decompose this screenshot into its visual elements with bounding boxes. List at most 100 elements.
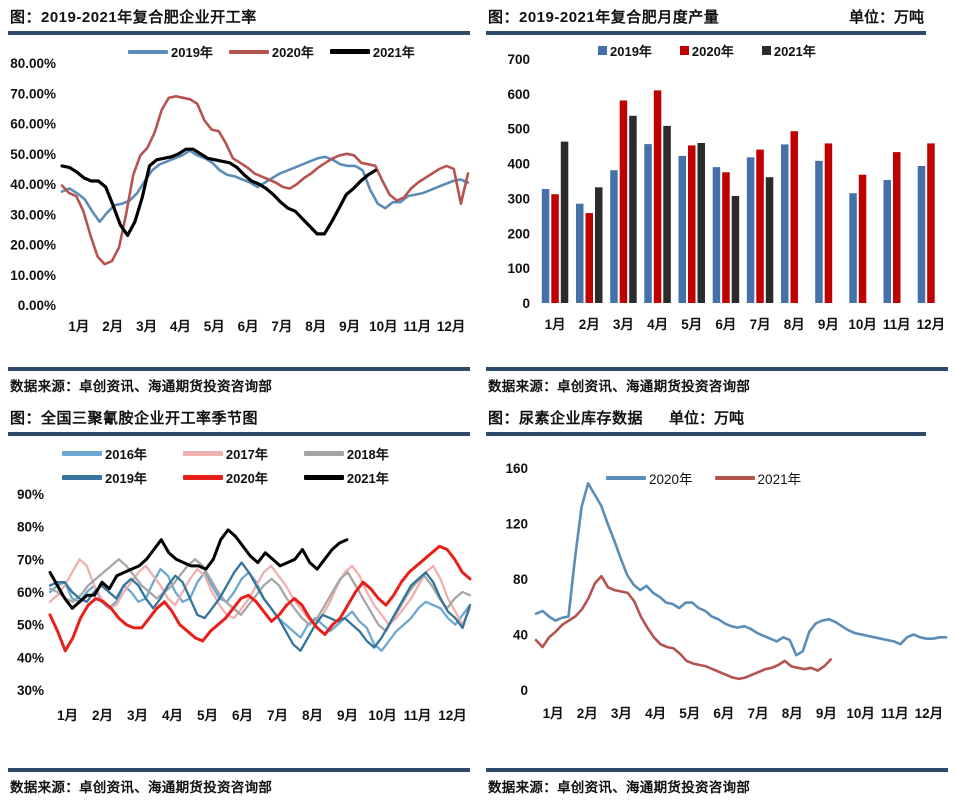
legend-swatch-2021	[329, 49, 370, 54]
chart-legend: 2019年 2020年 2021年	[128, 42, 415, 61]
source-rule	[486, 367, 948, 371]
panel-header: 图：2019-2021年复合肥企业开工率	[0, 0, 478, 27]
svg-text:3月: 3月	[127, 708, 148, 723]
legend-item-2018: 2018年	[303, 444, 389, 463]
legend-swatch-2021	[761, 46, 771, 55]
svg-text:50.00%: 50.00%	[10, 147, 56, 162]
plot-area: 2019年 2020年 2021年 0 100 200 300 400 500 600 700…	[478, 37, 956, 357]
svg-text:1月: 1月	[545, 317, 566, 332]
svg-text:4月: 4月	[647, 317, 668, 332]
legend-item-2020: 2020年	[182, 468, 268, 487]
legend-label-2020: 2020年	[271, 45, 314, 60]
svg-text:40: 40	[513, 628, 528, 643]
svg-text:200: 200	[507, 226, 530, 241]
legend-swatch-2016	[62, 451, 102, 456]
svg-text:60.00%: 60.00%	[10, 117, 56, 132]
panel-unit: 单位：万吨	[848, 9, 924, 26]
source-text: 数据来源：卓创资讯、海通期货投资咨询部	[10, 780, 273, 795]
svg-text:9月: 9月	[816, 706, 837, 721]
chart-legend-row2: 2019年 2020年 2021年	[62, 468, 389, 487]
panel-urea-enterprise-inventory: 图：尿素企业库存数据 单位：万吨 2020年 2021年 0 40 80 120 160…	[478, 401, 956, 802]
svg-text:4月: 4月	[170, 319, 191, 334]
svg-text:12月: 12月	[917, 317, 946, 332]
svg-text:2月: 2月	[579, 317, 600, 332]
legend-swatch-2019	[128, 49, 168, 54]
svg-text:120: 120	[505, 517, 528, 532]
svg-text:3月: 3月	[613, 317, 634, 332]
svg-text:4月: 4月	[645, 706, 666, 721]
legend-label-2020: 2020年	[691, 44, 734, 59]
legend-item-2021: 2021年	[761, 41, 816, 60]
svg-text:50%: 50%	[17, 618, 44, 633]
source-rule	[486, 768, 948, 772]
legend-swatch-2020	[182, 475, 223, 480]
svg-text:11月: 11月	[404, 708, 432, 723]
legend-label-2019: 2019年	[610, 44, 652, 59]
legend-label-2017: 2017年	[225, 447, 268, 462]
svg-text:6月: 6月	[232, 708, 253, 723]
svg-text:5月: 5月	[681, 317, 702, 332]
svg-text:6月: 6月	[238, 319, 259, 334]
legend-label-2021: 2021年	[773, 44, 816, 59]
panel-source: 数据来源：卓创资讯、海通期货投资咨询部	[478, 768, 956, 796]
legend-item-2019: 2019年	[128, 42, 213, 61]
panel-header: 图：全国三聚氰胺企业开工率季节图	[0, 401, 478, 428]
svg-text:70.00%: 70.00%	[10, 86, 56, 101]
svg-text:60%: 60%	[17, 585, 44, 600]
svg-text:10月: 10月	[369, 319, 398, 334]
legend-label-2018: 2018年	[346, 447, 389, 462]
svg-text:500: 500	[507, 122, 530, 137]
legend-item-2020: 2020年	[606, 468, 693, 488]
svg-text:2月: 2月	[102, 319, 123, 334]
legend-swatch-2020	[228, 49, 269, 54]
svg-text:90%: 90%	[17, 487, 44, 502]
legend-item-2021: 2021年	[714, 468, 801, 488]
svg-text:300: 300	[507, 191, 530, 206]
svg-text:9月: 9月	[337, 708, 358, 723]
svg-text:5月: 5月	[197, 708, 218, 723]
svg-text:1月: 1月	[543, 706, 564, 721]
svg-text:20.00%: 20.00%	[10, 238, 56, 253]
chart-legend-row1: 2016年 2017年 2018年	[62, 444, 389, 463]
svg-text:160: 160	[505, 461, 528, 476]
bar-chart-monthly-output: 0 100 200 300 400 500 600 700 1月 2月 3月 4月 5月 6月 7月 8月 9月…	[507, 52, 946, 332]
legend-label-2021: 2021年	[372, 45, 415, 60]
svg-text:8月: 8月	[305, 319, 326, 334]
legend-swatch-2019	[62, 475, 102, 480]
svg-text:11月: 11月	[403, 319, 431, 334]
svg-text:80.00%: 80.00%	[10, 56, 56, 71]
svg-text:100: 100	[507, 261, 530, 276]
panel-title: 图：2019-2021年复合肥月度产量	[488, 9, 720, 26]
legend-item-2017: 2017年	[182, 444, 268, 463]
line-chart-urea-inventory: 0 40 80 120 160 1月 2月 3月 4月 5月 6月 7月 8月 9月 10月 11月 12月	[505, 461, 948, 721]
legend-label-2021: 2021年	[346, 471, 389, 486]
legend-swatch-2021	[714, 476, 755, 480]
svg-text:1月: 1月	[57, 708, 78, 723]
svg-text:1月: 1月	[68, 319, 89, 334]
svg-text:11月: 11月	[883, 317, 911, 332]
legend-label-2020: 2020年	[225, 471, 268, 486]
title-rule	[486, 31, 926, 35]
title-rule	[486, 432, 926, 436]
legend-swatch-2020	[679, 46, 689, 55]
svg-text:5月: 5月	[204, 319, 225, 334]
legend-swatch-2020	[606, 476, 646, 480]
svg-text:8月: 8月	[784, 317, 805, 332]
legend-swatch-2021	[303, 475, 344, 480]
source-rule	[8, 768, 470, 772]
panel-source: 数据来源：卓创资讯、海通期货投资咨询部	[478, 367, 956, 395]
svg-text:70%: 70%	[17, 552, 44, 567]
svg-text:0: 0	[520, 683, 528, 698]
panel-title: 图：尿素企业库存数据	[488, 410, 644, 427]
source-text: 数据来源：卓创资讯、海通期货投资咨询部	[488, 379, 751, 394]
svg-text:6月: 6月	[715, 317, 736, 332]
source-text: 数据来源：卓创资讯、海通期货投资咨询部	[488, 780, 751, 795]
svg-text:6月: 6月	[713, 706, 734, 721]
title-rule	[8, 432, 470, 436]
svg-text:9月: 9月	[818, 317, 839, 332]
svg-text:9月: 9月	[339, 319, 360, 334]
legend-label-2016: 2016年	[105, 447, 147, 462]
legend-item-2020: 2020年	[679, 41, 734, 60]
legend-item-2019: 2019年	[598, 41, 652, 60]
panel-compound-fert-operating-rate: 图：2019-2021年复合肥企业开工率 2019年 2020年 2021年 0…	[0, 0, 478, 401]
